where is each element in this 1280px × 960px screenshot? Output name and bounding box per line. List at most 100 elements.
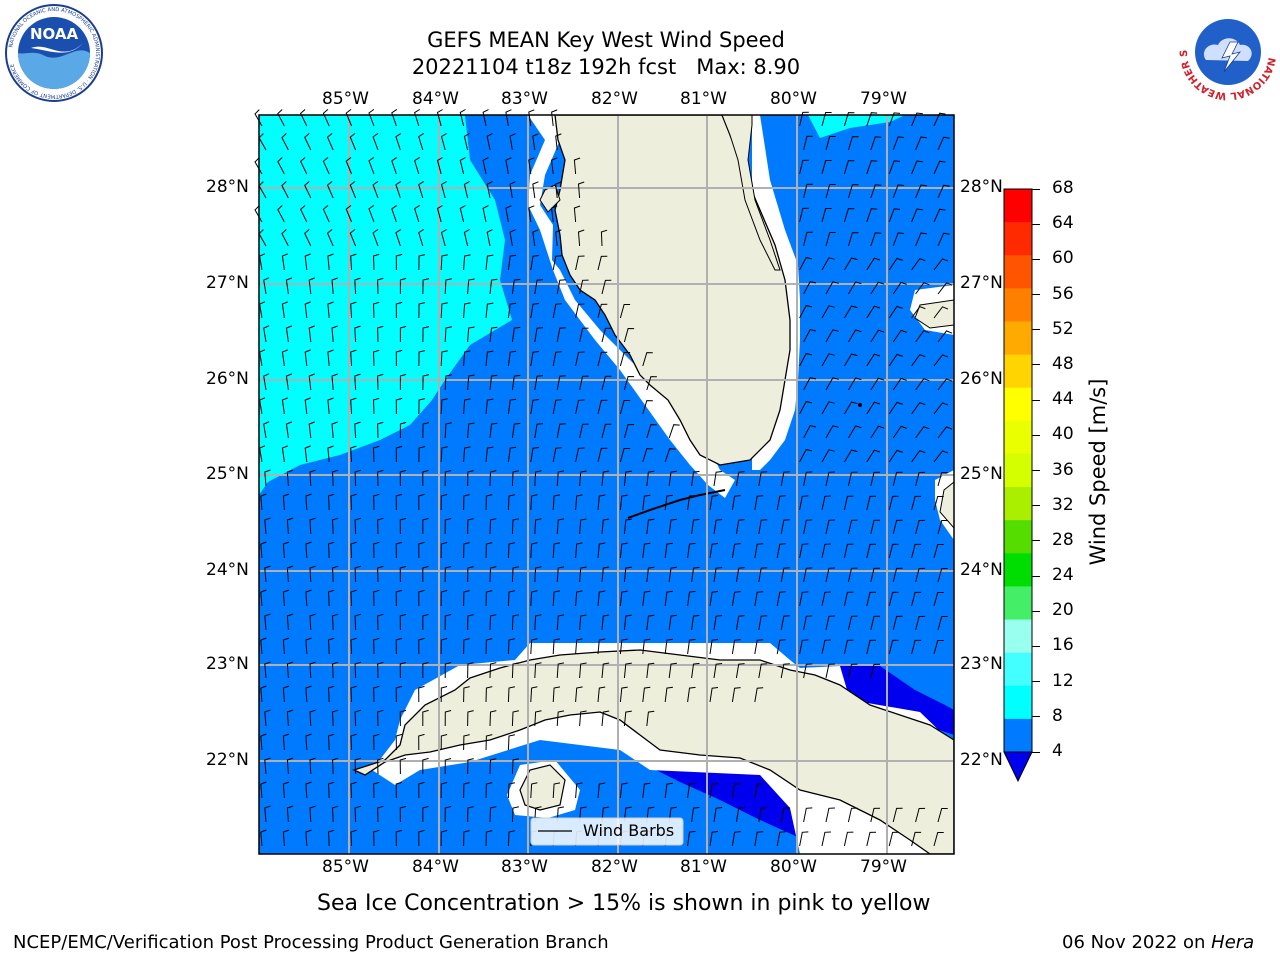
wind-barb — [372, 228, 379, 247]
lon-label-bottom: 81°W — [680, 857, 727, 877]
wind-barb — [552, 590, 561, 607]
colorbar-tick-label: 44 — [1052, 389, 1074, 410]
wind-barb — [507, 782, 516, 799]
wind-barb — [444, 662, 452, 679]
wind-barb — [731, 783, 741, 799]
wind-barb — [485, 254, 494, 271]
wind-barb — [619, 448, 631, 463]
wind-barb — [418, 781, 425, 799]
wind-barb — [534, 327, 544, 343]
wind-barb — [285, 373, 293, 391]
wind-barb — [377, 709, 384, 727]
wind-barb — [373, 493, 380, 511]
wind-barb — [847, 377, 862, 391]
wind-barb — [664, 782, 673, 799]
wind-barb — [377, 565, 384, 583]
wind-barb — [467, 758, 474, 775]
colorbar-tick-label: 12 — [1052, 670, 1074, 691]
colorbar-segment — [1004, 420, 1032, 455]
wind-barb — [713, 615, 723, 631]
wind-barb — [601, 662, 610, 679]
wind-barb — [933, 258, 949, 271]
wind-barb — [507, 542, 516, 559]
wind-barb — [305, 541, 312, 559]
wind-barb — [305, 493, 312, 511]
colorbar-tick-mark — [1032, 610, 1040, 612]
wind-barb — [915, 615, 926, 631]
wind-barb — [350, 541, 357, 559]
wind-barb — [528, 109, 535, 127]
wind-barb — [327, 733, 335, 751]
wind-barb — [888, 401, 903, 415]
wind-barb — [418, 228, 425, 247]
wind-barb — [573, 205, 581, 223]
wind-barb — [623, 806, 632, 823]
wind-barb — [285, 325, 293, 343]
wind-barb — [485, 734, 493, 751]
wind-barb — [377, 469, 384, 487]
wind-barb — [395, 637, 403, 655]
wind-barb — [422, 805, 429, 822]
wind-barb — [870, 807, 881, 823]
wind-barb — [892, 232, 905, 247]
wind-barb — [601, 423, 612, 439]
wind-barb — [350, 589, 357, 607]
wind-barb — [758, 663, 768, 679]
wind-barb — [731, 591, 741, 607]
wind-barb — [331, 421, 338, 439]
wind-barb — [377, 277, 384, 295]
wind-barb — [619, 352, 631, 367]
wind-barb — [372, 445, 380, 463]
colorbar-tick-mark — [1032, 399, 1040, 401]
wind-barb — [825, 663, 835, 679]
wind-barb — [713, 663, 723, 679]
wind-barb — [418, 589, 425, 607]
wind-barb — [892, 136, 905, 151]
wind-barb — [440, 254, 448, 271]
wind-barb — [511, 470, 520, 487]
wind-barb — [530, 303, 539, 319]
wind-barb — [285, 277, 293, 295]
wind-barb — [847, 136, 859, 151]
wind-barb — [282, 493, 290, 511]
wind-barb — [264, 517, 271, 535]
wind-barb — [440, 782, 448, 799]
wind-barb — [399, 469, 407, 487]
lon-label-top: 82°W — [591, 89, 638, 109]
wind-barb — [579, 566, 587, 583]
nws-logo: NATIONAL WEATHER SERVICE — [1178, 2, 1277, 101]
wind-barb — [349, 229, 357, 247]
wind-barb — [282, 733, 290, 751]
wind-barb — [463, 398, 471, 415]
wind-barb — [414, 204, 420, 223]
wind-barb — [687, 782, 696, 799]
wind-barb — [418, 637, 425, 655]
wind-barb — [776, 495, 786, 511]
wind-barb — [511, 806, 520, 823]
wind-barb — [418, 685, 425, 703]
wind-barb — [668, 566, 677, 583]
wind-barb — [440, 734, 448, 751]
wind-barb — [377, 757, 384, 775]
wind-barb — [870, 567, 881, 583]
wind-barb — [395, 829, 403, 847]
wind-barb — [687, 590, 696, 607]
wind-barb — [422, 374, 430, 391]
wind-barb — [260, 589, 267, 607]
wind-barb — [668, 662, 677, 679]
wind-barb — [368, 156, 375, 175]
wind-barb — [821, 305, 835, 319]
wind-barb — [870, 377, 885, 391]
wind-barb — [825, 329, 839, 343]
wind-barb — [691, 518, 700, 535]
wind-barb — [735, 567, 745, 583]
wind-barb — [322, 109, 330, 127]
wind-barb — [463, 446, 471, 463]
wind-barb — [327, 685, 335, 703]
wind-barb — [821, 495, 831, 511]
wind-barb — [377, 373, 384, 391]
wind-barb — [642, 448, 653, 463]
wind-barb — [281, 181, 289, 199]
wind-barb — [528, 205, 535, 223]
wind-barb — [350, 253, 357, 271]
